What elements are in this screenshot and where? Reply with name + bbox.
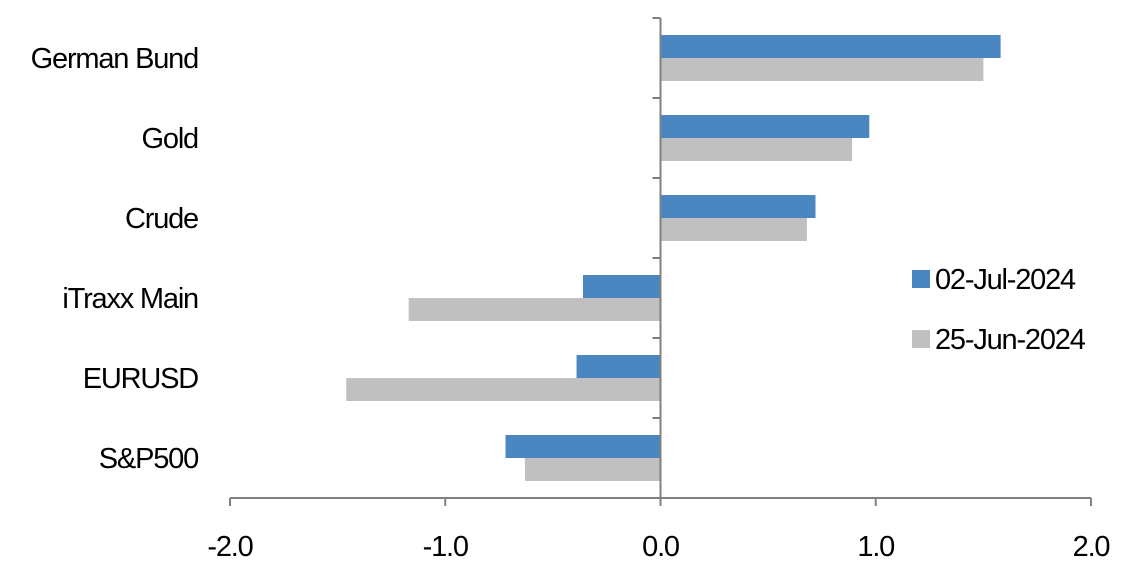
bar-previous [346,378,661,401]
x-tick-label: -1.0 [423,531,468,563]
x-tick-label: 1.0 [857,531,894,563]
bar-current [660,35,1001,58]
bar-current [576,355,661,378]
bar-current [660,195,816,218]
legend-swatch [912,330,930,348]
bar-previous [660,138,853,161]
x-tick-label: -2.0 [207,531,252,563]
bar-previous [408,298,661,321]
category-label: iTraxx Main [62,283,198,315]
bar-current [505,435,661,458]
category-label: Crude [125,203,198,235]
x-tick-label: 0.0 [642,531,679,563]
bar-previous [660,58,984,81]
x-tick-label: 2.0 [1073,531,1110,563]
category-label: S&P500 [99,443,198,475]
category-label: German Bund [31,43,198,75]
legend-label: 02-Jul-2024 [935,264,1076,296]
bar-previous [524,458,661,481]
category-label: Gold [142,123,199,155]
category-label: EURUSD [83,363,199,395]
bar-current [583,275,661,298]
legend-label: 25-Jun-2024 [935,324,1086,356]
bar-current [660,115,870,138]
bar-previous [660,218,807,241]
legend-swatch [912,270,930,288]
